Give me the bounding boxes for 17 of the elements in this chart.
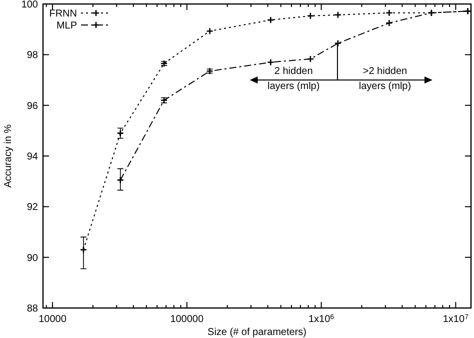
x-tick-label: 10000 xyxy=(38,314,67,325)
x-axis-title: Size (# of parameters) xyxy=(208,327,306,338)
y-tick-label: 98 xyxy=(26,50,38,62)
x-tick-label: 1x10$^{6}$ xyxy=(308,314,334,325)
x-tick-label: 100000 xyxy=(170,314,204,325)
x-tick-label: 1x10$^{7}$ xyxy=(442,314,469,325)
y-tick-label: 88 xyxy=(26,304,38,314)
y-tick-label: 94 xyxy=(26,152,38,162)
y-tick-label: 96 xyxy=(26,100,38,112)
y-axis-title: Accuracy in % xyxy=(3,124,14,188)
legend-label: FRNN xyxy=(49,8,77,20)
y-tick-label: 100 xyxy=(21,0,38,10)
y-tick-label: 92 xyxy=(26,202,38,214)
y-tick-label: 90 xyxy=(26,252,38,264)
annotation: 2 hidden layers (mlp) xyxy=(267,66,320,92)
annotation: >2 hidden layers (mlp) xyxy=(358,66,412,92)
legend-label: MLP xyxy=(56,20,78,32)
